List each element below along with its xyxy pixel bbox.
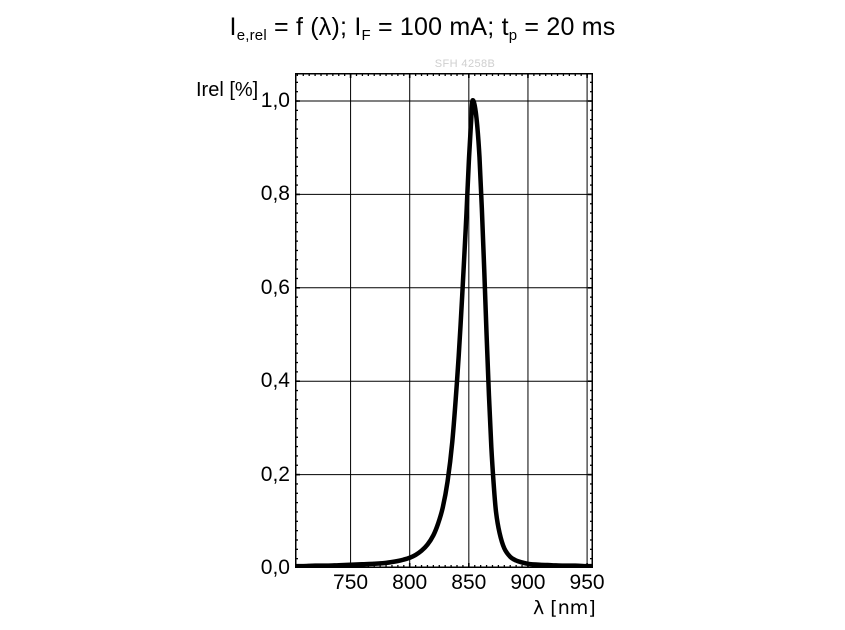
x-tick-label: 900 bbox=[510, 571, 546, 594]
part-number-watermark: SFH 4258B bbox=[434, 58, 496, 70]
y-axis-title: Irel [%] bbox=[196, 79, 259, 101]
x-axis-tick-labels: 750 800 850 900 950 bbox=[0, 572, 845, 602]
chart-title-mid-1: = f (λ); I bbox=[266, 13, 362, 41]
y-tick-label: 0,4 bbox=[260, 369, 290, 393]
plot-border bbox=[295, 73, 593, 568]
chart-title: Ie,rel = f (λ); IF = 100 mA; tp = 20 ms bbox=[0, 12, 845, 46]
chart-title-subscript-3: p bbox=[508, 27, 518, 44]
gridlines bbox=[295, 73, 593, 568]
y-tick-label: 0,0 bbox=[260, 556, 290, 579]
x-tick-label: 800 bbox=[392, 571, 428, 594]
plot-area bbox=[295, 73, 593, 568]
y-tick-label: 1,0 bbox=[260, 89, 290, 113]
chart-title-subscript-2: F bbox=[361, 27, 371, 44]
chart-title-tail: = 20 ms bbox=[517, 13, 616, 41]
y-tick-label: 0,6 bbox=[260, 275, 290, 299]
data-curve-relative-spectral-emission bbox=[295, 97, 593, 568]
y-tick-label: 0,2 bbox=[260, 462, 290, 486]
chart-title-symbol-1: I bbox=[229, 13, 237, 41]
chart-title-mid-2: = 100 mA; t bbox=[370, 13, 509, 41]
x-axis-title-text: λ [nm] bbox=[533, 597, 596, 619]
y-tick-label: 0,8 bbox=[260, 182, 290, 206]
x-tick-label: 750 bbox=[333, 571, 369, 594]
x-axis-title: λ [nm] bbox=[533, 597, 596, 620]
x-tick-label: 850 bbox=[451, 571, 487, 594]
chart-title-subscript-1: e,rel bbox=[236, 27, 267, 44]
y-axis-tick-labels: 0,0 0,2 0,4 0,6 0,8 1,0 bbox=[228, 0, 290, 630]
x-tick-label: 950 bbox=[569, 571, 605, 594]
